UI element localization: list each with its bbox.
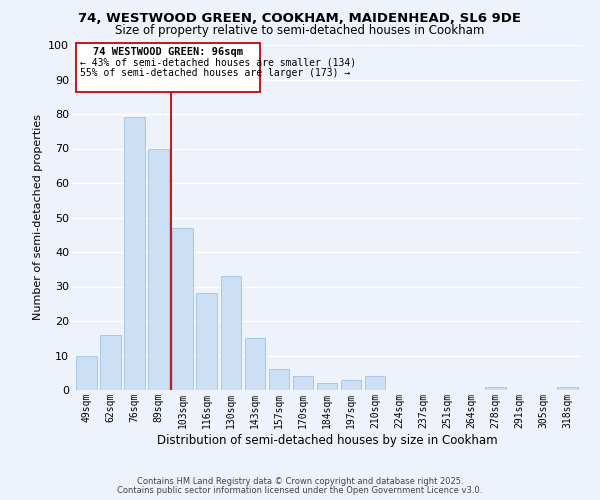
X-axis label: Distribution of semi-detached houses by size in Cookham: Distribution of semi-detached houses by … <box>157 434 497 446</box>
Bar <box>269 370 289 390</box>
Bar <box>196 294 217 390</box>
Bar <box>100 335 121 390</box>
Text: ← 43% of semi-detached houses are smaller (134): ← 43% of semi-detached houses are smalle… <box>80 57 356 67</box>
Y-axis label: Number of semi-detached properties: Number of semi-detached properties <box>32 114 43 320</box>
Text: Size of property relative to semi-detached houses in Cookham: Size of property relative to semi-detach… <box>115 24 485 37</box>
Bar <box>485 386 506 390</box>
FancyBboxPatch shape <box>76 44 260 92</box>
Text: 74, WESTWOOD GREEN, COOKHAM, MAIDENHEAD, SL6 9DE: 74, WESTWOOD GREEN, COOKHAM, MAIDENHEAD,… <box>79 12 521 26</box>
Bar <box>172 228 193 390</box>
Text: Contains HM Land Registry data © Crown copyright and database right 2025.: Contains HM Land Registry data © Crown c… <box>137 477 463 486</box>
Bar <box>341 380 361 390</box>
Bar <box>148 148 169 390</box>
Bar <box>124 118 145 390</box>
Bar <box>317 383 337 390</box>
Bar <box>557 386 578 390</box>
Bar <box>365 376 385 390</box>
Text: Contains public sector information licensed under the Open Government Licence v3: Contains public sector information licen… <box>118 486 482 495</box>
Text: 55% of semi-detached houses are larger (173) →: 55% of semi-detached houses are larger (… <box>80 68 350 78</box>
Bar <box>76 356 97 390</box>
Bar <box>293 376 313 390</box>
Bar <box>245 338 265 390</box>
Bar <box>221 276 241 390</box>
Text: 74 WESTWOOD GREEN: 96sqm: 74 WESTWOOD GREEN: 96sqm <box>93 46 243 56</box>
